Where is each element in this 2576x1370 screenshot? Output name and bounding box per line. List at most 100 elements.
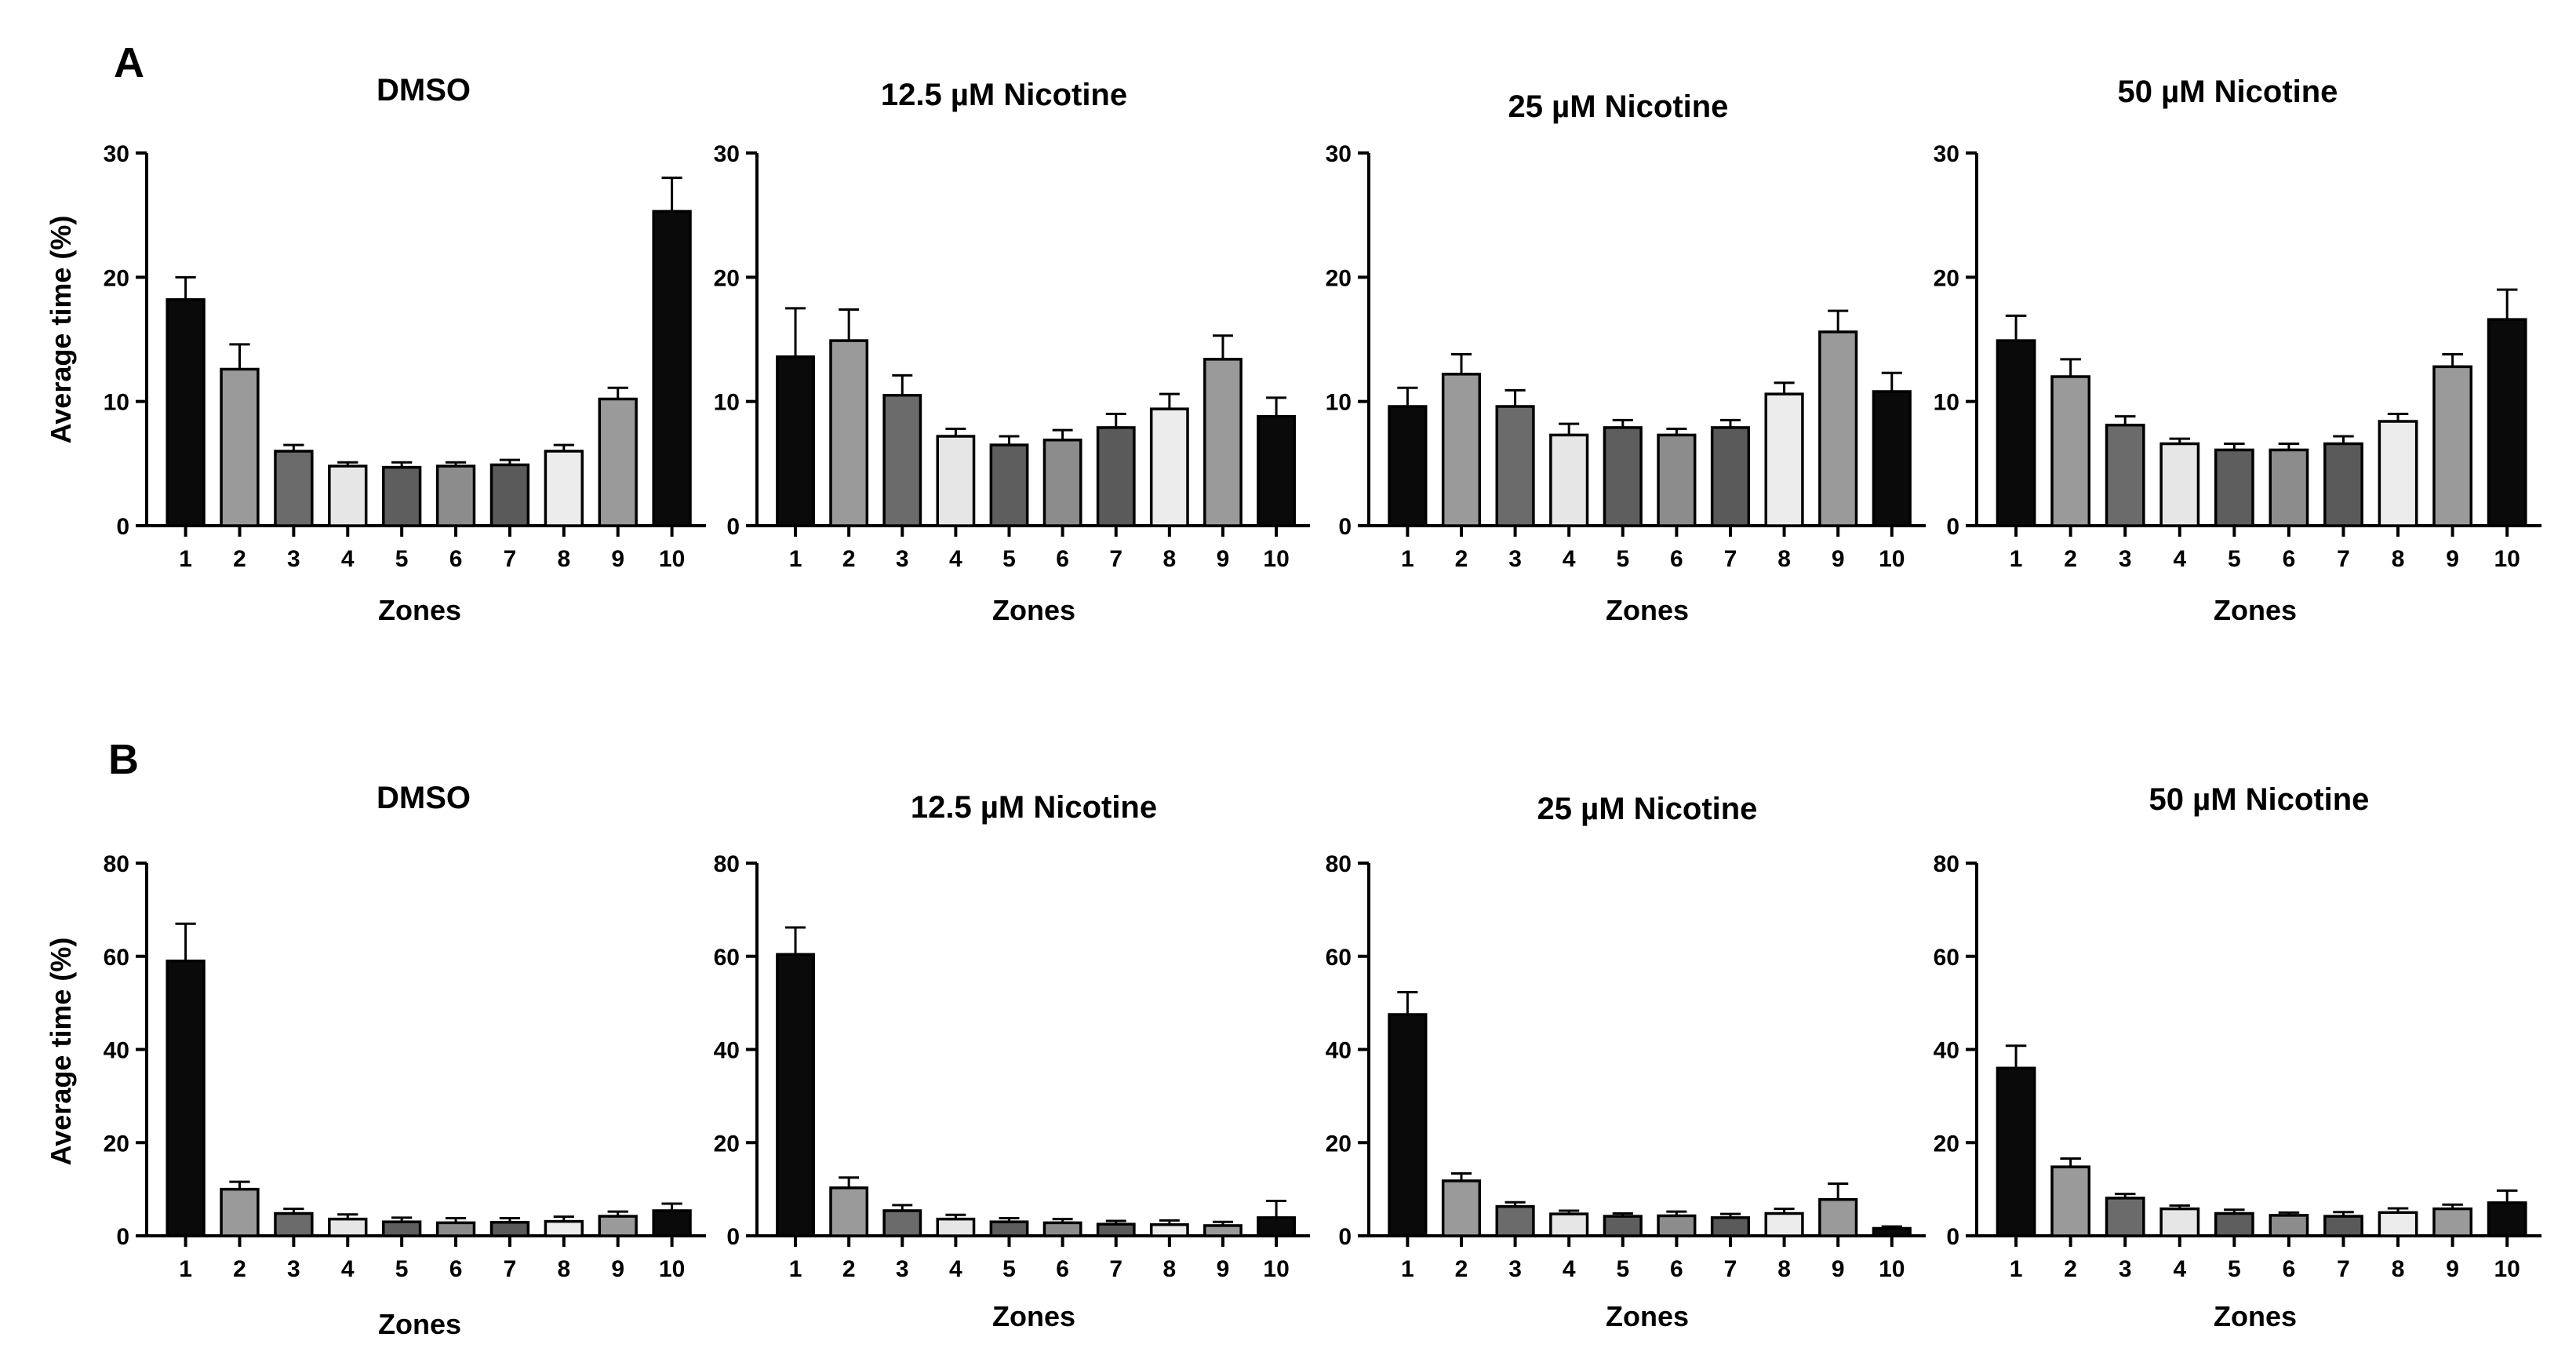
bar-zone-5	[381, 465, 422, 527]
y-tick-label: 30	[104, 141, 129, 167]
bar-zone-8	[2378, 420, 2418, 527]
bar-zone-8	[1764, 1212, 1804, 1237]
x-tick-label: 7	[504, 546, 517, 572]
bar-zone-7	[489, 1221, 530, 1237]
y-tick-label: 0	[1946, 1224, 1959, 1250]
bar-zone-1	[776, 355, 815, 527]
bar-zone-9	[1203, 358, 1243, 527]
bar-zone-5	[2214, 448, 2254, 527]
x-tick-label: 6	[1670, 546, 1683, 572]
chart-a-50-nicotine: 50 µM Nicotine Zones 0 10 20 30 1 2 3 4 5 6 7 8 9 10	[1934, 75, 2541, 626]
y-tick-label: 20	[1326, 1131, 1352, 1157]
x-tick-label: 10	[659, 546, 685, 572]
y-tick-label: 20	[1934, 1131, 1959, 1157]
x-tick-label: 3	[2119, 1256, 2132, 1282]
bar-zone-2	[1441, 373, 1482, 527]
y-tick-label: 20	[104, 265, 129, 291]
x-tick-label: 1	[789, 1256, 802, 1282]
y-tick-label: 20	[1934, 265, 1959, 291]
x-tick-label: 9	[1832, 546, 1845, 572]
bar-zone-3	[274, 1212, 314, 1237]
panel-a-letter: A	[114, 39, 144, 86]
chart-title: 50 µM Nicotine	[2118, 75, 2338, 109]
bar-zone-10	[2487, 1201, 2527, 1237]
bar-zone-4	[1549, 1212, 1589, 1237]
x-tick-label: 4	[1563, 546, 1576, 572]
x-tick-label: 7	[2337, 1256, 2350, 1282]
x-tick-label: 7	[1724, 546, 1737, 572]
y-tick-label: 40	[1326, 1038, 1352, 1064]
chart-a-dmso: DMSO Average time (%) Zones 0 10 20 30 1 2 3 4 5…	[45, 73, 706, 626]
x-tick-label: 4	[2173, 546, 2186, 572]
bar-zone-3	[1495, 405, 1535, 527]
x-tick-label: 8	[1163, 546, 1177, 572]
y-tick-label: 40	[104, 1038, 129, 1064]
bar-zone-4	[1549, 433, 1589, 527]
x-tick-label: 5	[1616, 546, 1629, 572]
bar-zone-9	[1818, 1197, 1858, 1237]
x-tick-label: 1	[1401, 546, 1414, 572]
bar-zone-2	[1441, 1179, 1482, 1237]
x-tick-label: 6	[1056, 546, 1069, 572]
x-tick-label: 1	[2010, 546, 2023, 572]
bar-zone-1	[776, 953, 815, 1237]
x-tick-label: 9	[1217, 546, 1230, 572]
bar-zone-7	[1710, 1216, 1751, 1237]
y-axis-label: Average time (%)	[45, 938, 77, 1166]
bar-zone-2	[2050, 1165, 2091, 1237]
y-tick-label: 60	[1934, 945, 1959, 971]
y-tick-label: 0	[1338, 1224, 1352, 1250]
x-tick-label: 10	[1879, 1256, 1905, 1282]
x-tick-label: 3	[1508, 1256, 1522, 1282]
x-tick-label: 4	[2173, 1256, 2186, 1282]
x-tick-label: 5	[2228, 1256, 2241, 1282]
bar-zone-6	[435, 465, 476, 527]
bar-zone-2	[220, 1187, 260, 1237]
x-tick-label: 3	[1508, 546, 1522, 572]
x-tick-label: 2	[1455, 546, 1468, 572]
x-axis-label: Zones	[992, 594, 1075, 626]
bar-zone-6	[1657, 1214, 1697, 1237]
bar-zone-2	[220, 367, 260, 527]
x-tick-label: 7	[2337, 546, 2350, 572]
x-tick-label: 3	[896, 546, 909, 572]
bar-zone-2	[829, 339, 869, 527]
x-tick-label: 9	[611, 1256, 624, 1282]
y-tick-label: 0	[1338, 514, 1352, 540]
bar-zone-6	[2269, 1214, 2309, 1237]
bar-zone-3	[2105, 1197, 2145, 1237]
x-tick-label: 4	[341, 546, 355, 572]
bar-zone-2	[829, 1186, 869, 1237]
bar-zone-4	[2159, 442, 2200, 527]
x-tick-label: 7	[1724, 1256, 1737, 1282]
x-tick-label: 2	[2064, 1256, 2077, 1282]
bar-zone-8	[1149, 1223, 1189, 1237]
x-tick-label: 9	[611, 546, 624, 572]
bar-zone-10	[1257, 414, 1296, 527]
x-tick-label: 8	[1163, 1256, 1177, 1282]
bar-zone-5	[989, 443, 1029, 527]
bar-zone-6	[2269, 448, 2309, 527]
x-axis-label: Zones	[992, 1300, 1075, 1332]
bar-zone-1	[1996, 339, 2036, 527]
bar-zone-8	[1764, 392, 1804, 527]
bar-zone-1	[1388, 405, 1428, 527]
x-tick-label: 10	[1263, 546, 1289, 572]
y-tick-label: 0	[116, 514, 129, 540]
x-tick-label: 2	[233, 1256, 246, 1282]
x-tick-label: 10	[2494, 546, 2520, 572]
x-tick-label: 5	[1002, 546, 1016, 572]
bar-zone-9	[2432, 1207, 2473, 1237]
x-axis-label: Zones	[2214, 1300, 2297, 1332]
x-tick-label: 9	[2446, 546, 2459, 572]
x-tick-label: 7	[1109, 1256, 1122, 1282]
x-tick-label: 10	[2494, 1256, 2520, 1282]
bar-zone-1	[1996, 1066, 2036, 1237]
bar-zone-8	[1149, 407, 1189, 527]
bar-zone-5	[989, 1220, 1029, 1237]
chart-title: 50 µM Nicotine	[2149, 782, 2370, 817]
y-tick-label: 60	[1326, 945, 1352, 971]
bar-zone-7	[1096, 1222, 1136, 1237]
bar-zone-9	[2432, 365, 2473, 527]
